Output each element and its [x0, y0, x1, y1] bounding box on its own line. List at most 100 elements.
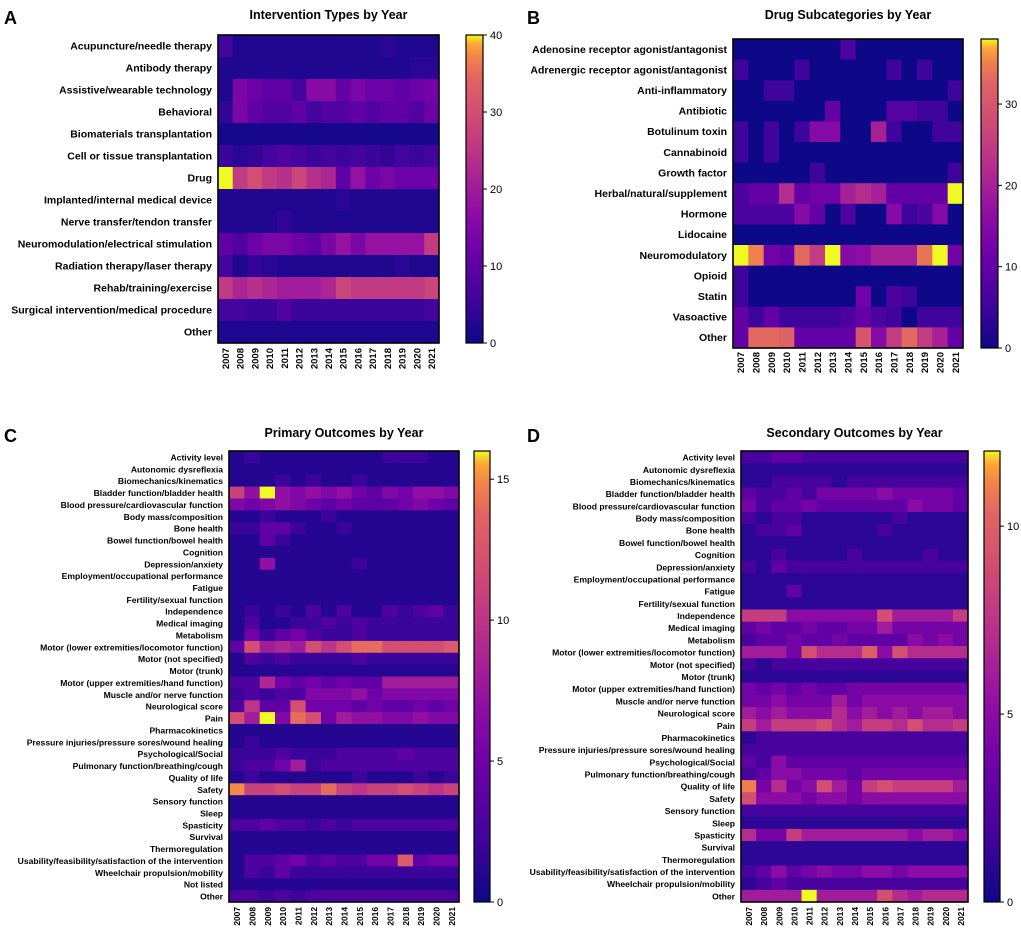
- heatmap-cell-bowel-function-bowel-health-2007: [229, 534, 245, 547]
- heatmap-cell-metabolism-2009: [771, 633, 787, 647]
- heatmap-cell-activity-level-2008: [244, 451, 261, 464]
- heatmap-cell-pain-2021: [443, 712, 460, 725]
- row-label-thermoregulation: Thermoregulation: [662, 855, 735, 865]
- heatmap-cell-sensory-function-2020: [937, 804, 954, 818]
- heatmap-cell-activity-level-2009: [771, 451, 787, 464]
- heatmap-cell-antibody-therapy-2020: [409, 57, 425, 80]
- heatmap-cell-medical-imaging-2007: [741, 621, 757, 635]
- heatmap-cell-sleep-2009: [771, 816, 787, 830]
- heatmap-cell-not-listed-2013: [321, 878, 337, 891]
- heatmap-cell-bone-health-2018: [397, 522, 414, 535]
- heatmap-cell-psychological-social-2009: [771, 755, 787, 769]
- heatmap-cell-employment-occupational-performance-2018: [907, 572, 923, 586]
- heatmap-cell-pressure-injuries-pressure-sores-wound-healing-2020: [937, 743, 954, 757]
- heatmap-cell-bowel-function-bowel-health-2018: [907, 536, 923, 549]
- heatmap-cell-pain-2014: [846, 719, 863, 732]
- heatmap-cell-survival-2011: [801, 841, 818, 854]
- heatmap-cell-pharmacokinetics-2010: [275, 723, 291, 737]
- heatmap-cell-botulinum-toxin-2014: [840, 121, 857, 143]
- heatmap-cell-surgical-intervention-medical-procedure-2011: [276, 299, 293, 322]
- heatmap-cell-surgical-intervention-medical-procedure-2017: [365, 299, 381, 322]
- heatmap-cell-body-mass-composition-2009: [259, 510, 276, 523]
- heatmap-cell-antibody-therapy-2019: [394, 57, 410, 80]
- heatmap-cell-motor-not-specified-2016: [877, 658, 893, 671]
- heatmap-cell-employment-occupational-performance-2019: [922, 572, 939, 586]
- heatmap-cell-opioid-2010: [779, 265, 795, 287]
- heatmap-cell-autonomic-dysreflexia-2015: [862, 463, 878, 476]
- heatmap-cell-usability-feasibility-satisfaction-of-the-intervention-2019: [922, 865, 939, 879]
- heatmap-cell-pulmonary-function-breathing-cough-2010: [275, 759, 291, 772]
- heatmap-cell-quality-of-life-2021: [952, 780, 969, 793]
- heatmap-cell-spasticity-2020: [937, 828, 954, 842]
- heatmap-cell-independence-2018: [397, 605, 414, 618]
- heatmap-cell-spasticity-2018: [907, 828, 923, 842]
- heatmap-cell-independence-2015: [351, 605, 368, 618]
- heatmap-cell-neurological-score-2014: [846, 706, 863, 720]
- heatmap-cell-bowel-function-bowel-health-2012: [816, 536, 833, 549]
- heatmap-cell-neuromodulatory-2019: [917, 245, 933, 266]
- chart-title: Primary Outcomes by Year: [265, 426, 424, 440]
- heatmap-cell-pharmacokinetics-2010: [786, 731, 802, 744]
- heatmap-cell-activity-level-2021: [952, 451, 969, 464]
- heatmap-cell-safety-2017: [382, 783, 399, 796]
- heatmap-cell-neuromodulatory-2007: [733, 245, 749, 266]
- heatmap-cell-antibiotic-2010: [779, 100, 795, 122]
- heatmap-cell-safety-2015: [862, 792, 878, 805]
- heatmap-cell-biomaterials-transplantation-2016: [350, 123, 366, 146]
- heatmap-cell-independence-2010: [786, 609, 802, 623]
- heatmap-cell-adrenergic-receptor-agonist-antagonist-2017: [886, 59, 903, 81]
- heatmap-cell-thermoregulation-2018: [397, 842, 414, 855]
- heatmap-cell-pressure-injuries-pressure-sores-wound-healing-2015: [862, 743, 878, 757]
- heatmap-cell-motor-trunk-2020: [937, 670, 954, 683]
- heatmap-cell-radiation-therapy-laser-therapy-2016: [350, 255, 366, 278]
- row-label-pulmonary-function-breathing-cough: Pulmonary function/breathing/cough: [585, 770, 735, 780]
- heatmap-cell-muscle-and-or-nerve-function-2019: [922, 694, 939, 708]
- heatmap-cell-wheelchair-propulsion-mobility-2016: [367, 866, 383, 879]
- heatmap-cell-fertility-sexual-function-2017: [382, 593, 399, 606]
- row-label-metabolism: Metabolism: [688, 635, 736, 645]
- heatmap-cell-anti-inflammatory-2008: [748, 80, 765, 102]
- heatmap-cell-bone-health-2010: [275, 522, 291, 535]
- heatmap-cell-drug-2020: [409, 167, 425, 190]
- heatmap-cell-muscle-and-or-nerve-function-2013: [831, 694, 848, 708]
- heatmap-cell-motor-trunk-2009: [259, 664, 276, 677]
- heatmap-cell-vasoactive-2009: [763, 306, 780, 328]
- heatmap-cell-quality-of-life-2015: [351, 771, 368, 784]
- heatmap-cell-medical-imaging-2013: [831, 621, 848, 635]
- heatmap-cell-quality-of-life-2014: [846, 780, 863, 793]
- heatmap-cell-fertility-sexual-function-2019: [922, 597, 939, 610]
- heatmap-cell-lidocaine-2014: [840, 224, 857, 246]
- heatmap-cell-growth-factor-2012: [809, 162, 826, 184]
- heatmap-cell-medical-imaging-2015: [351, 617, 368, 630]
- heatmap-cell-spasticity-2015: [862, 828, 878, 842]
- row-label-botulinum-toxin: Botulinum toxin: [647, 126, 727, 138]
- heatmap-cell-motor-lower-extremities-locomotor-function-2016: [877, 646, 893, 659]
- heatmap-cell-vasoactive-2008: [748, 306, 765, 328]
- heatmap-cell-neuromodulatory-2009: [763, 245, 780, 266]
- heatmap-cell-drug-2008: [232, 167, 248, 190]
- heatmap-cell-cognition-2015: [862, 548, 878, 562]
- heatmap-cell-rehab-training-exercise-2018: [380, 277, 396, 300]
- heatmap-cell-bowel-function-bowel-health-2010: [275, 534, 291, 547]
- heatmap-cell-metabolism-2017: [892, 633, 908, 647]
- heatmap-cell-bladder-function-bladder-health-2012: [816, 487, 833, 501]
- x-tick-2010: 2010: [265, 348, 276, 369]
- heatmap-cell-blood-pressure-cardiovascular-function-2013: [321, 498, 337, 511]
- heatmap-cell-spasticity-2021: [952, 828, 969, 842]
- heatmap-cell-statin-2007: [733, 286, 749, 308]
- heatmap-cell-motor-trunk-2021: [443, 664, 460, 677]
- heatmap-cell-activity-level-2018: [907, 451, 923, 464]
- heatmap-cell-acupuncture-needle-therapy-2013: [306, 35, 322, 58]
- heatmap-cell-survival-2009: [259, 830, 276, 844]
- heatmap-cell-biomechanics-kinematics-2017: [892, 475, 908, 488]
- heatmap-cell-other-2019: [413, 890, 429, 903]
- heatmap-cell-pulmonary-function-breathing-cough-2007: [229, 759, 245, 772]
- heatmap-cell-acupuncture-needle-therapy-2010: [262, 35, 278, 58]
- heatmap-cell-bladder-function-bladder-health-2007: [229, 486, 245, 499]
- heatmap-cell-acupuncture-needle-therapy-2018: [380, 35, 396, 58]
- row-label-autonomic-dysreflexia: Autonomic dysreflexia: [643, 465, 735, 475]
- colorbar-tick-10: 10: [1005, 262, 1017, 274]
- heatmap-cell-blood-pressure-cardiovascular-function-2007: [229, 498, 245, 511]
- heatmap-cell-radiation-therapy-laser-therapy-2015: [335, 255, 351, 278]
